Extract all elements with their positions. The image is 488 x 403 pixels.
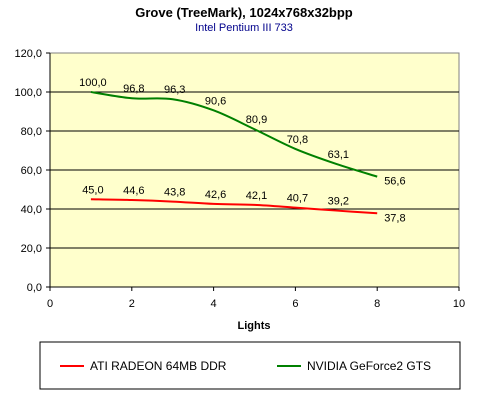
- data-label: 63,1: [328, 149, 349, 161]
- data-label: 42,1: [246, 190, 267, 202]
- y-tick-label: 120,0: [14, 48, 42, 60]
- data-label: 44,6: [123, 185, 144, 197]
- data-label: 45,0: [82, 184, 103, 196]
- x-tick-label: 4: [211, 298, 217, 310]
- legend-label: NVIDIA GeForce2 GTS: [307, 359, 431, 373]
- data-label: 80,9: [246, 114, 267, 126]
- chart-subtitle: Intel Pentium III 733: [195, 22, 293, 34]
- data-label: 56,6: [384, 176, 405, 188]
- data-label: 43,8: [164, 187, 185, 199]
- series-lines: [90, 91, 378, 215]
- y-tick-label: 40,0: [21, 204, 42, 216]
- chart-title: Grove (TreeMark), 1024x768x32bpp: [135, 5, 353, 20]
- series-line-2: [90, 91, 378, 178]
- y-axis-ticks: 0,0 20,0 40,0 60,0 80,0 100,0 120,0: [14, 48, 50, 294]
- y-tick-label: 60,0: [21, 165, 42, 177]
- data-label: 96,8: [123, 83, 144, 95]
- x-axis-ticks: 0 2 4 6 8 10: [47, 287, 465, 310]
- x-axis-title: Lights: [238, 320, 271, 332]
- data-label: 37,8: [384, 212, 405, 224]
- y-tick-label: 100,0: [14, 87, 42, 99]
- data-label: 39,2: [328, 196, 349, 208]
- legend: [39, 341, 461, 390]
- legend-label: ATI RADEON 64MB DDR: [90, 359, 227, 373]
- data-label: 70,8: [287, 134, 308, 146]
- data-label: 42,6: [205, 189, 226, 201]
- x-tick-label: 2: [129, 298, 135, 310]
- data-labels: 45,0 44,6 43,8 42,6 42,1 40,7 39,2 37,8 100,0 96,…: [79, 77, 405, 224]
- x-tick-label: 8: [374, 298, 380, 310]
- data-label: 90,6: [205, 95, 226, 107]
- data-label: 40,7: [287, 193, 308, 205]
- x-tick-label: 6: [292, 298, 298, 310]
- x-tick-label: 0: [47, 298, 53, 310]
- y-tick-label: 0,0: [27, 282, 42, 294]
- data-label: 96,3: [164, 84, 185, 96]
- y-tick-label: 20,0: [21, 243, 42, 255]
- legend-items: ATI RADEON 64MB DDR NVIDIA GeForce2 GTS: [60, 359, 431, 373]
- data-label: 100,0: [79, 77, 107, 89]
- y-tick-label: 80,0: [21, 126, 42, 138]
- x-tick-label: 10: [453, 298, 465, 310]
- series-line-1: [90, 198, 378, 215]
- gridlines: [50, 91, 459, 249]
